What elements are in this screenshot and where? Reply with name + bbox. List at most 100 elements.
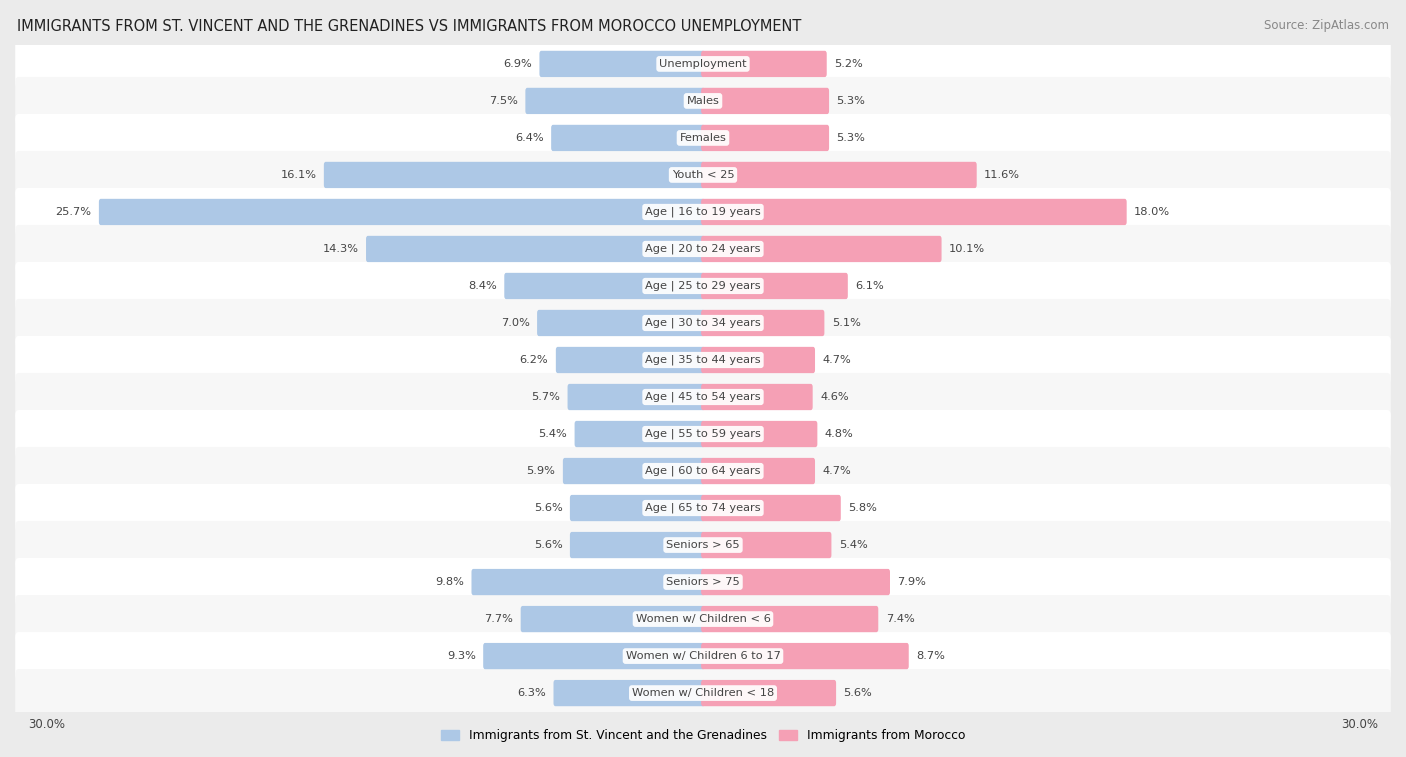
FancyBboxPatch shape	[15, 299, 1391, 347]
FancyBboxPatch shape	[15, 77, 1391, 125]
FancyBboxPatch shape	[15, 558, 1391, 606]
Text: Males: Males	[686, 96, 720, 106]
FancyBboxPatch shape	[15, 40, 1391, 88]
Text: Age | 20 to 24 years: Age | 20 to 24 years	[645, 244, 761, 254]
FancyBboxPatch shape	[702, 643, 908, 669]
Text: 9.3%: 9.3%	[447, 651, 475, 661]
Text: Age | 45 to 54 years: Age | 45 to 54 years	[645, 392, 761, 402]
FancyBboxPatch shape	[702, 310, 824, 336]
FancyBboxPatch shape	[366, 236, 704, 262]
Text: 8.7%: 8.7%	[917, 651, 945, 661]
FancyBboxPatch shape	[323, 162, 704, 188]
Text: 18.0%: 18.0%	[1135, 207, 1170, 217]
Text: Unemployment: Unemployment	[659, 59, 747, 69]
FancyBboxPatch shape	[15, 114, 1391, 162]
Text: Age | 55 to 59 years: Age | 55 to 59 years	[645, 428, 761, 439]
Text: 7.4%: 7.4%	[886, 614, 914, 624]
FancyBboxPatch shape	[702, 569, 890, 595]
FancyBboxPatch shape	[702, 532, 831, 558]
FancyBboxPatch shape	[15, 410, 1391, 458]
FancyBboxPatch shape	[15, 632, 1391, 680]
FancyBboxPatch shape	[562, 458, 704, 484]
FancyBboxPatch shape	[15, 336, 1391, 384]
Text: 5.3%: 5.3%	[837, 133, 866, 143]
Text: IMMIGRANTS FROM ST. VINCENT AND THE GRENADINES VS IMMIGRANTS FROM MOROCCO UNEMPL: IMMIGRANTS FROM ST. VINCENT AND THE GREN…	[17, 19, 801, 34]
FancyBboxPatch shape	[98, 199, 704, 225]
FancyBboxPatch shape	[551, 125, 704, 151]
FancyBboxPatch shape	[15, 447, 1391, 495]
FancyBboxPatch shape	[702, 88, 830, 114]
FancyBboxPatch shape	[15, 521, 1391, 569]
FancyBboxPatch shape	[15, 669, 1391, 717]
FancyBboxPatch shape	[569, 532, 704, 558]
Text: 6.2%: 6.2%	[520, 355, 548, 365]
Text: 5.3%: 5.3%	[837, 96, 866, 106]
FancyBboxPatch shape	[702, 199, 1126, 225]
Text: 5.2%: 5.2%	[834, 59, 863, 69]
Text: 14.3%: 14.3%	[322, 244, 359, 254]
FancyBboxPatch shape	[15, 595, 1391, 643]
Text: Age | 30 to 34 years: Age | 30 to 34 years	[645, 318, 761, 329]
Text: 30.0%: 30.0%	[1341, 718, 1378, 731]
Text: Age | 35 to 44 years: Age | 35 to 44 years	[645, 355, 761, 365]
Text: Women w/ Children 6 to 17: Women w/ Children 6 to 17	[626, 651, 780, 661]
Text: 4.6%: 4.6%	[820, 392, 849, 402]
Text: 5.9%: 5.9%	[526, 466, 555, 476]
Text: 4.8%: 4.8%	[825, 429, 853, 439]
FancyBboxPatch shape	[702, 162, 977, 188]
FancyBboxPatch shape	[484, 643, 704, 669]
FancyBboxPatch shape	[540, 51, 704, 77]
Text: 7.9%: 7.9%	[897, 577, 927, 587]
Text: 5.6%: 5.6%	[534, 540, 562, 550]
FancyBboxPatch shape	[702, 384, 813, 410]
Text: 6.4%: 6.4%	[515, 133, 544, 143]
Text: Seniors > 65: Seniors > 65	[666, 540, 740, 550]
FancyBboxPatch shape	[702, 680, 837, 706]
FancyBboxPatch shape	[575, 421, 704, 447]
FancyBboxPatch shape	[702, 495, 841, 521]
Text: Youth < 25: Youth < 25	[672, 170, 734, 180]
Text: Source: ZipAtlas.com: Source: ZipAtlas.com	[1264, 19, 1389, 32]
Text: Women w/ Children < 6: Women w/ Children < 6	[636, 614, 770, 624]
Text: Age | 16 to 19 years: Age | 16 to 19 years	[645, 207, 761, 217]
Text: Women w/ Children < 18: Women w/ Children < 18	[631, 688, 775, 698]
Text: 4.7%: 4.7%	[823, 355, 851, 365]
FancyBboxPatch shape	[15, 151, 1391, 199]
Text: 30.0%: 30.0%	[28, 718, 65, 731]
FancyBboxPatch shape	[537, 310, 704, 336]
FancyBboxPatch shape	[568, 384, 704, 410]
Text: 10.1%: 10.1%	[949, 244, 986, 254]
FancyBboxPatch shape	[555, 347, 704, 373]
FancyBboxPatch shape	[15, 484, 1391, 532]
Text: 9.8%: 9.8%	[434, 577, 464, 587]
Text: Seniors > 75: Seniors > 75	[666, 577, 740, 587]
Text: Age | 25 to 29 years: Age | 25 to 29 years	[645, 281, 761, 291]
FancyBboxPatch shape	[702, 347, 815, 373]
Text: Age | 60 to 64 years: Age | 60 to 64 years	[645, 466, 761, 476]
FancyBboxPatch shape	[15, 373, 1391, 421]
Text: 6.1%: 6.1%	[855, 281, 884, 291]
FancyBboxPatch shape	[702, 458, 815, 484]
Text: 8.4%: 8.4%	[468, 281, 496, 291]
Text: 7.5%: 7.5%	[489, 96, 517, 106]
Text: 4.7%: 4.7%	[823, 466, 851, 476]
FancyBboxPatch shape	[520, 606, 704, 632]
Text: Age | 65 to 74 years: Age | 65 to 74 years	[645, 503, 761, 513]
Text: 11.6%: 11.6%	[984, 170, 1021, 180]
Text: 7.0%: 7.0%	[501, 318, 530, 328]
FancyBboxPatch shape	[15, 225, 1391, 273]
Text: 5.1%: 5.1%	[832, 318, 860, 328]
Text: 16.1%: 16.1%	[280, 170, 316, 180]
Text: 5.6%: 5.6%	[844, 688, 872, 698]
FancyBboxPatch shape	[569, 495, 704, 521]
FancyBboxPatch shape	[702, 273, 848, 299]
Text: 5.4%: 5.4%	[839, 540, 868, 550]
Text: 25.7%: 25.7%	[55, 207, 91, 217]
FancyBboxPatch shape	[526, 88, 704, 114]
FancyBboxPatch shape	[702, 51, 827, 77]
Text: 6.9%: 6.9%	[503, 59, 531, 69]
FancyBboxPatch shape	[15, 188, 1391, 236]
Text: 5.8%: 5.8%	[848, 503, 877, 513]
FancyBboxPatch shape	[702, 125, 830, 151]
FancyBboxPatch shape	[15, 262, 1391, 310]
